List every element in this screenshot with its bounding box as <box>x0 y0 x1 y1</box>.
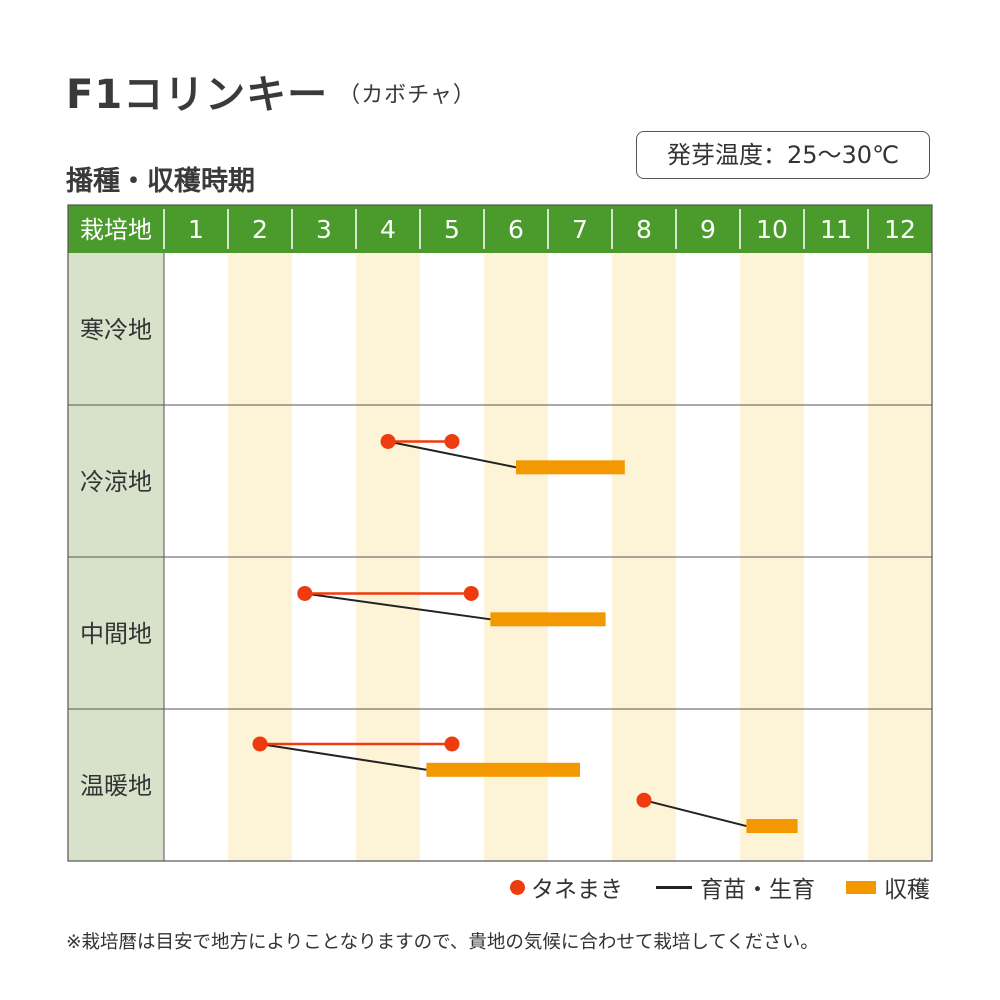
month-label-10: 10 <box>756 215 788 244</box>
footnote: ※栽培暦は目安で地方によりことなりますので、貴地の気候に合わせて栽培してください… <box>66 932 819 953</box>
month-label-6: 6 <box>508 215 524 244</box>
legend-sowing-label: タネまき <box>531 877 623 903</box>
legend-growing: 育苗・生育 <box>656 870 815 904</box>
month-label-7: 7 <box>572 215 588 244</box>
header-label: 栽培地 <box>80 216 152 244</box>
harvest-bar <box>490 612 606 627</box>
growing-line <box>643 799 747 828</box>
month-label-12: 12 <box>884 215 916 244</box>
sowing-dot <box>297 585 313 601</box>
legend-harvest-label: 収穫 <box>884 877 930 903</box>
sowing-dot <box>444 433 460 449</box>
region-label: 寒冷地 <box>80 316 152 344</box>
title-subtitle: （カボチャ） <box>338 83 476 108</box>
growing-line <box>387 440 517 469</box>
growing-line-icon <box>656 885 692 889</box>
legend-harvest: 収穫 <box>846 870 930 904</box>
legend-growing-label: 育苗・生育 <box>700 877 815 903</box>
harvest-bar <box>746 819 798 834</box>
harvest-bar-icon <box>846 880 876 894</box>
page-title: F1コリンキー （カボチャ） <box>66 62 476 120</box>
header-bar <box>68 205 932 253</box>
harvest-bar <box>426 762 580 777</box>
month-label-5: 5 <box>444 215 460 244</box>
title-text: F1コリンキー <box>66 72 329 118</box>
legend-sowing: タネまき <box>510 870 623 904</box>
region-label: 冷涼地 <box>80 468 152 496</box>
month-label-8: 8 <box>636 215 652 244</box>
sowing-dot <box>636 792 652 808</box>
harvest-bar <box>516 460 625 475</box>
legend: タネまき 育苗・生育 収穫 <box>0 870 1000 904</box>
month-label-1: 1 <box>188 215 204 244</box>
growing-line <box>304 592 491 621</box>
region-label: 温暖地 <box>80 772 152 800</box>
section-title: 播種・収穫時期 <box>66 166 255 197</box>
sowing-dot <box>463 585 479 601</box>
chart-border <box>67 204 933 862</box>
region-label: 中間地 <box>80 620 152 648</box>
month-label-9: 9 <box>700 215 716 244</box>
month-label-3: 3 <box>316 215 332 244</box>
sowing-dot <box>252 736 268 752</box>
sowing-dot <box>380 433 396 449</box>
month-label-11: 11 <box>820 215 852 244</box>
germination-temperature-box: 発芽温度：25〜30℃ <box>636 131 930 179</box>
sowing-dot-icon <box>510 879 525 895</box>
sowing-dot <box>444 736 460 752</box>
growing-line <box>259 742 427 771</box>
month-label-4: 4 <box>380 215 396 244</box>
month-label-2: 2 <box>252 215 268 244</box>
